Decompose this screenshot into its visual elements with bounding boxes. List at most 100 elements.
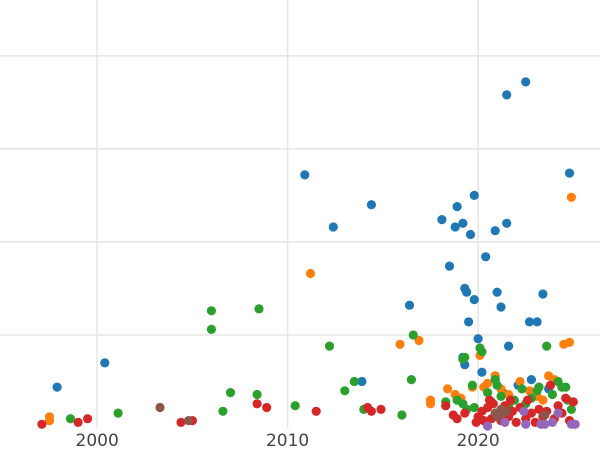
data-point-s1-23 xyxy=(566,192,577,202)
data-point-s2-0 xyxy=(65,414,76,424)
x-tick-labels: 2000 2010 2020 xyxy=(76,431,500,450)
data-point-s3-13 xyxy=(452,414,462,424)
data-point-s4-5 xyxy=(540,419,550,429)
data-point-s0-5 xyxy=(357,376,367,387)
data-point-s0-20 xyxy=(473,334,483,344)
data-point-s0-6 xyxy=(404,300,415,310)
data-point-s2-22 xyxy=(467,380,477,390)
data-point-s2-23 xyxy=(469,402,479,413)
data-point-s0-33 xyxy=(564,168,575,178)
data-point-s1-7 xyxy=(443,384,453,394)
data-point-s3-9 xyxy=(366,406,376,416)
data-point-s4-0 xyxy=(483,421,493,431)
data-point-s3-11 xyxy=(441,401,451,411)
data-point-s0-13 xyxy=(462,287,472,297)
data-point-s0-0 xyxy=(52,382,62,392)
data-point-s4-9 xyxy=(570,419,580,429)
data-point-s2-39 xyxy=(547,389,558,400)
data-point-s2-15 xyxy=(408,330,418,340)
data-point-s3-35 xyxy=(545,380,556,390)
gridlines xyxy=(0,0,600,428)
data-point-s3-43 xyxy=(505,395,516,405)
data-point-s0-14 xyxy=(464,317,474,327)
data-point-s3-39 xyxy=(561,393,571,403)
data-point-s0-27 xyxy=(504,341,514,351)
data-point-s1-6 xyxy=(425,399,436,409)
data-point-s3-7 xyxy=(311,406,321,416)
data-point-s3-44 xyxy=(484,395,495,405)
data-point-s2-11 xyxy=(349,376,359,387)
data-point-s0-25 xyxy=(496,302,506,312)
data-point-s4-7 xyxy=(553,408,563,418)
data-point-s3-32 xyxy=(534,404,544,414)
data-point-s0-22 xyxy=(481,252,491,262)
data-point-s0-10 xyxy=(452,202,462,212)
data-point-s2-38 xyxy=(542,341,552,351)
data-point-s0-26 xyxy=(502,218,512,228)
data-point-s3-41 xyxy=(568,397,578,407)
data-point-s1-3 xyxy=(395,339,405,349)
data-point-s3-10 xyxy=(376,404,386,414)
x-tick-label-2020: 2020 xyxy=(456,431,499,450)
data-point-s1-22 xyxy=(564,337,575,347)
data-point-s0-15 xyxy=(465,229,476,240)
data-point-s2-13 xyxy=(397,410,407,420)
data-point-s0-34 xyxy=(526,375,537,385)
data-point-s0-16 xyxy=(469,295,479,305)
data-point-s2-14 xyxy=(406,375,416,385)
data-point-s1-4 xyxy=(414,335,424,346)
data-point-s0-24 xyxy=(492,287,502,297)
data-point-s0-28 xyxy=(502,90,512,100)
data-point-s4-2 xyxy=(519,406,529,416)
data-point-s0-31 xyxy=(532,317,542,327)
data-point-s3-30 xyxy=(526,408,537,418)
data-point-s2-26 xyxy=(483,388,493,398)
data-point-s0-7 xyxy=(437,215,447,225)
data-point-s5-7 xyxy=(490,408,500,418)
data-point-s0-9 xyxy=(450,222,460,232)
data-point-s1-17 xyxy=(524,386,535,396)
data-point-s2-8 xyxy=(290,401,300,411)
data-point-s0-21 xyxy=(477,367,487,377)
data-point-s0-29 xyxy=(521,77,531,87)
data-point-s0-32 xyxy=(538,289,548,299)
data-point-s2-9 xyxy=(324,341,335,351)
x-tick-label-2000: 2000 xyxy=(76,431,119,450)
data-point-s3-5 xyxy=(252,399,262,409)
data-point-s2-10 xyxy=(340,386,350,396)
data-point-s5-0 xyxy=(155,402,165,413)
data-point-s1-1 xyxy=(44,416,55,426)
data-point-s3-42 xyxy=(523,395,533,405)
data-point-s3-27 xyxy=(511,417,521,427)
data-point-s0-2 xyxy=(300,170,310,180)
data-point-s0-19 xyxy=(469,190,479,200)
data-point-s3-14 xyxy=(460,408,470,418)
data-point-s3-2 xyxy=(83,414,93,424)
data-point-s0-1 xyxy=(100,358,110,368)
data-point-s1-16 xyxy=(515,376,525,387)
data-point-s0-23 xyxy=(490,226,500,236)
data-point-s3-3 xyxy=(176,417,186,427)
data-point-s5-6 xyxy=(540,410,550,420)
data-point-s3-37 xyxy=(553,401,563,411)
data-point-s2-44 xyxy=(561,382,571,392)
data-point-s2-30 xyxy=(496,391,506,401)
x-tick-label-2010: 2010 xyxy=(266,431,309,450)
data-point-s4-6 xyxy=(547,417,558,427)
data-point-s2-21 xyxy=(460,352,470,362)
data-point-s0-8 xyxy=(444,261,455,271)
data-point-s2-3 xyxy=(206,324,216,334)
data-point-s0-3 xyxy=(328,222,338,232)
data-point-s3-0 xyxy=(37,419,47,429)
data-point-s3-1 xyxy=(73,417,83,427)
data-point-s4-3 xyxy=(521,419,531,429)
data-point-s2-2 xyxy=(206,306,216,316)
data-point-s2-7 xyxy=(252,389,262,400)
data-point-s1-2 xyxy=(305,268,316,279)
data-point-s5-1 xyxy=(184,416,194,426)
data-points xyxy=(37,77,580,431)
data-point-s0-11 xyxy=(458,218,468,228)
data-point-s2-43 xyxy=(566,404,577,414)
data-point-s4-1 xyxy=(500,417,510,427)
